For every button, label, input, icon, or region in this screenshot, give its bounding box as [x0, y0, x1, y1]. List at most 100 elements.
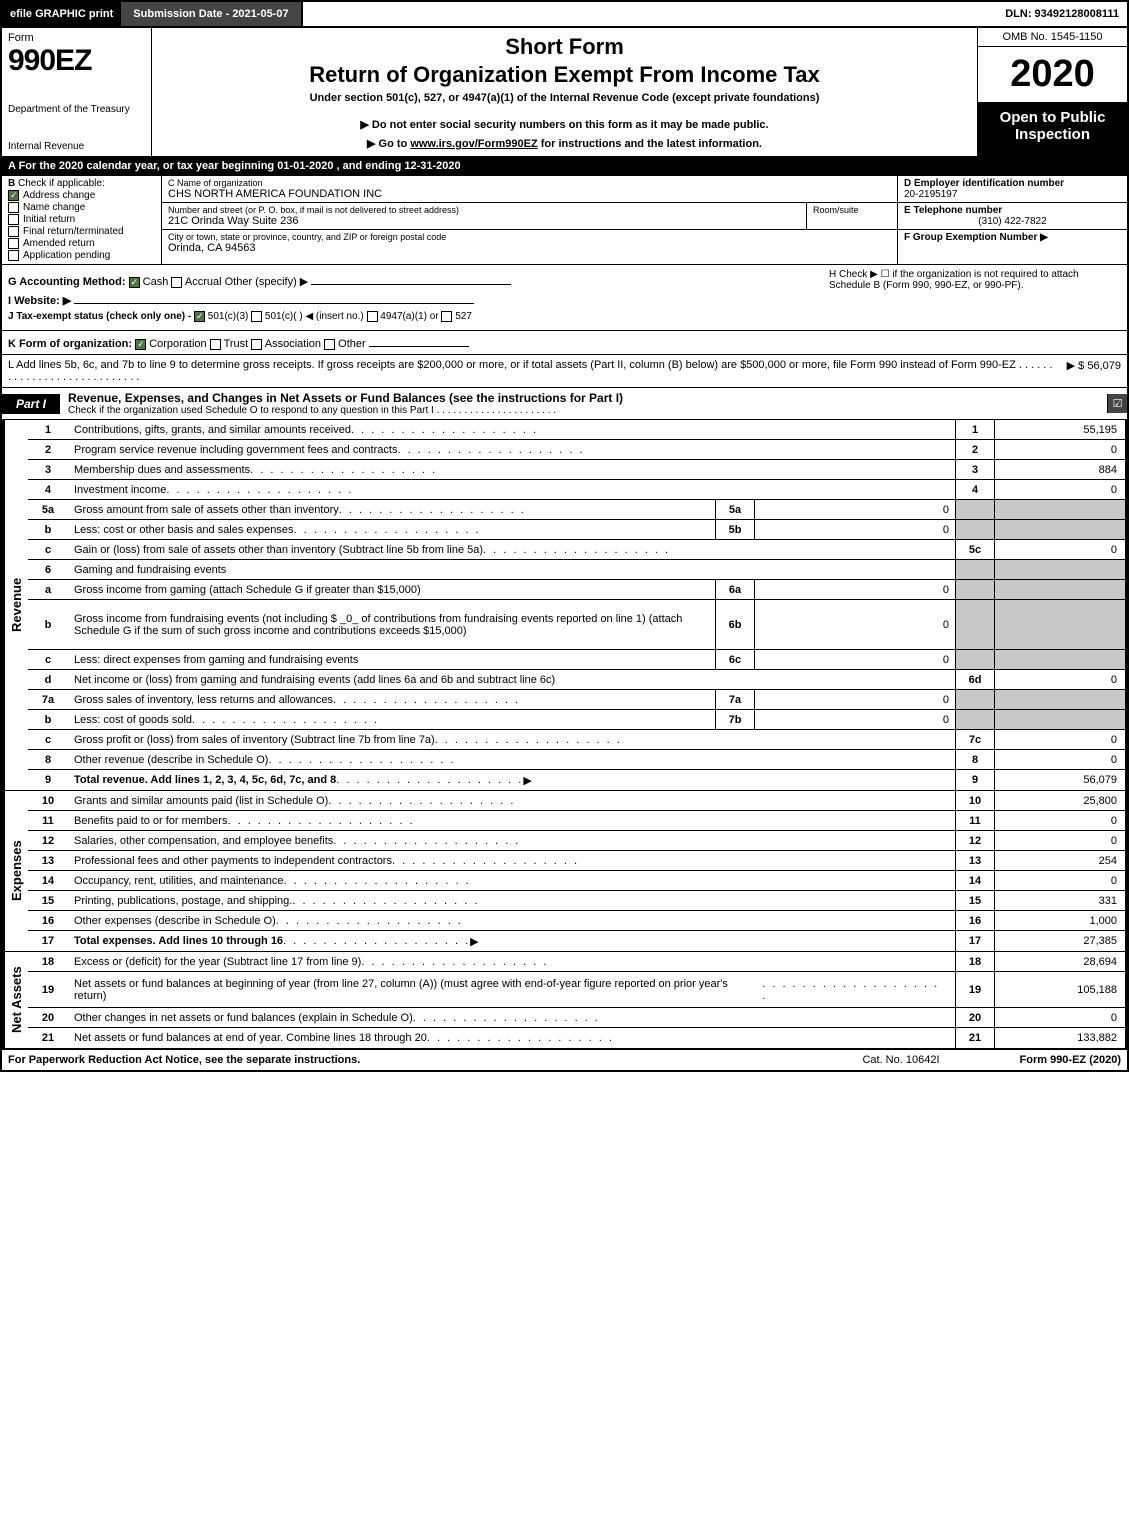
other-field[interactable] [311, 273, 511, 285]
section-def: D Employer identification number 20-2195… [897, 176, 1127, 264]
submission-date: Submission Date - 2021-05-07 [121, 2, 302, 26]
corp-check-icon[interactable] [135, 339, 146, 350]
trust-checkbox[interactable] [210, 339, 221, 350]
checkbox-name-change[interactable]: Name change [8, 202, 155, 213]
line-6b: b Gross income from fundraising events (… [28, 600, 1125, 650]
result-val: 0 [995, 1008, 1125, 1027]
checkbox-application-pending[interactable]: Application pending [8, 250, 155, 261]
expenses-side-label: Expenses [4, 791, 28, 951]
city-value: Orinda, CA 94563 [168, 242, 891, 254]
line-desc: Gross income from gaming (attach Schedul… [68, 580, 715, 599]
line-desc: Investment income [68, 480, 955, 499]
result-val: 0 [995, 871, 1125, 890]
result-shaded [955, 690, 995, 709]
cash-check-icon[interactable] [129, 277, 140, 288]
result-val: 0 [995, 440, 1125, 459]
result-num: 13 [955, 851, 995, 870]
line-desc: Net assets or fund balances at beginning… [68, 972, 955, 1007]
checkbox-final-return[interactable]: Final return/terminated [8, 226, 155, 237]
line-num: 16 [28, 911, 68, 930]
amended-return-label: Amended return [23, 238, 95, 249]
open-public-label: Open to Public Inspection [978, 103, 1127, 156]
header-left: Form 990EZ Department of the Treasury In… [2, 28, 152, 156]
result-shaded [995, 650, 1125, 669]
accrual-checkbox[interactable] [171, 277, 182, 288]
b-label: B [8, 178, 15, 189]
application-pending-label: Application pending [23, 250, 110, 261]
part1-title-text: Revenue, Expenses, and Changes in Net As… [68, 391, 623, 405]
result-shaded [955, 500, 995, 519]
527-checkbox[interactable] [441, 311, 452, 322]
result-shaded [995, 710, 1125, 729]
other-org-checkbox[interactable] [324, 339, 335, 350]
line-2: 2 Program service revenue including gove… [28, 440, 1125, 460]
section-bcdef: B Check if applicable: Address change Na… [0, 176, 1129, 265]
checkbox-amended-return[interactable]: Amended return [8, 238, 155, 249]
address-row: Number and street (or P. O. box, if mail… [162, 203, 897, 230]
527-label: 527 [455, 311, 472, 322]
l-text: L Add lines 5b, 6c, and 7b to line 9 to … [8, 359, 1057, 383]
address-value: 21C Orinda Way Suite 236 [168, 215, 800, 227]
result-val: 0 [995, 670, 1125, 689]
501c3-check-icon[interactable] [194, 311, 205, 322]
checkbox-initial-return[interactable]: Initial return [8, 214, 155, 225]
result-num: 1 [955, 420, 995, 439]
address-label: Number and street (or P. O. box, if mail… [168, 205, 800, 215]
4947-checkbox[interactable] [367, 311, 378, 322]
result-val: 0 [995, 750, 1125, 769]
line-desc: Printing, publications, postage, and shi… [68, 891, 955, 910]
result-shaded [995, 520, 1125, 539]
line-desc: Net assets or fund balances at end of ye… [68, 1028, 955, 1048]
result-num: 3 [955, 460, 995, 479]
line-num: c [28, 650, 68, 669]
form-label: Form [8, 32, 145, 44]
line-num: 15 [28, 891, 68, 910]
net-assets-side-label: Net Assets [4, 952, 28, 1048]
checkbox-address-change[interactable]: Address change [8, 190, 155, 201]
result-num: 5c [955, 540, 995, 559]
line-desc: Gaming and fundraising events [68, 560, 955, 579]
501c-checkbox[interactable] [251, 311, 262, 322]
result-num: 10 [955, 791, 995, 810]
line-num: 10 [28, 791, 68, 810]
result-val: 331 [995, 891, 1125, 910]
line-13: 13 Professional fees and other payments … [28, 851, 1125, 871]
assoc-checkbox[interactable] [251, 339, 262, 350]
line-desc: Program service revenue including govern… [68, 440, 955, 459]
website-field[interactable] [74, 292, 474, 304]
j-label: J Tax-exempt status (check only one) - [8, 311, 191, 322]
efile-print-label[interactable]: efile GRAPHIC print [2, 2, 121, 26]
header-right: OMB No. 1545-1150 2020 Open to Public In… [977, 28, 1127, 156]
line-6c: c Less: direct expenses from gaming and … [28, 650, 1125, 670]
sub-num: 6a [715, 580, 755, 599]
line-desc: Gross amount from sale of assets other t… [68, 500, 715, 519]
line-5a: 5a Gross amount from sale of assets othe… [28, 500, 1125, 520]
line-19: 19 Net assets or fund balances at beginn… [28, 972, 1125, 1008]
line-num: c [28, 540, 68, 559]
part1-check-indicator: ☑ [1107, 394, 1127, 413]
result-shaded [995, 600, 1125, 649]
sub-num: 7a [715, 690, 755, 709]
sub-num: 5b [715, 520, 755, 539]
sub-num: 5a [715, 500, 755, 519]
website-line: I Website: ▶ [8, 292, 821, 307]
line-15: 15 Printing, publications, postage, and … [28, 891, 1125, 911]
result-val: 0 [995, 480, 1125, 499]
g-label: G Accounting Method: [8, 276, 126, 288]
other-org-field[interactable] [369, 335, 469, 347]
form-number: 990EZ [8, 44, 145, 78]
sub-val: 0 [755, 690, 955, 709]
ein-row: D Employer identification number 20-2195… [898, 176, 1127, 203]
other-org-label: Other [338, 338, 366, 350]
line-desc: Other revenue (describe in Schedule O) [68, 750, 955, 769]
group-exemption-label: F Group Exemption Number ▶ [904, 232, 1121, 243]
sub-val: 0 [755, 580, 955, 599]
irs-link[interactable]: www.irs.gov/Form990EZ [410, 138, 537, 150]
initial-return-label: Initial return [23, 214, 75, 225]
section-k: K Form of organization: Corporation Trus… [0, 331, 1129, 355]
result-num: 19 [955, 972, 995, 1007]
address-change-label: Address change [23, 190, 95, 201]
line-8: 8 Other revenue (describe in Schedule O)… [28, 750, 1125, 770]
section-c: C Name of organization CHS NORTH AMERICA… [162, 176, 897, 264]
result-num: 21 [955, 1028, 995, 1048]
